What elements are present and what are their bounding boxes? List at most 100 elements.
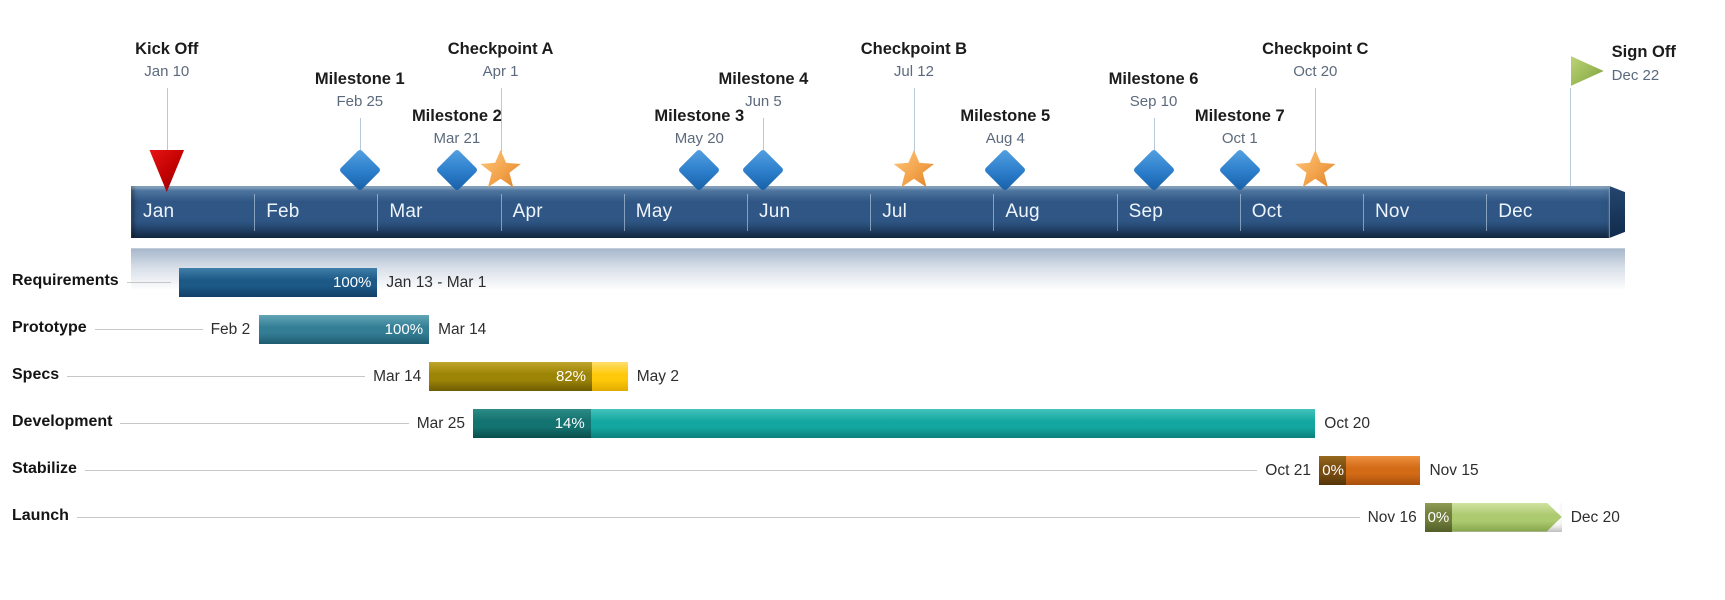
leader-line [85,470,1258,471]
month-divider [1116,194,1118,231]
task-remaining-segment [592,361,628,391]
month-divider [500,194,502,231]
task-label: Development [12,413,113,430]
milestone-title: Sign Off [1611,43,1676,61]
month-label: Dec [1498,201,1533,222]
milestone-connector-line [500,88,502,166]
task-label: Prototype [12,319,87,336]
task-progress-segment [258,314,430,344]
month-divider [623,194,625,231]
leader-line [95,329,203,330]
task-remaining-segment [1452,503,1562,532]
task-progress-segment [1319,455,1347,485]
task-percent-label: 100% [384,320,424,338]
diamond-icon[interactable] [338,148,382,192]
month-cell: Aug [993,186,1116,238]
milestone-date: Oct 20 [1293,63,1338,80]
task-label: Specs [12,366,60,383]
month-cell: Jan [131,186,254,238]
milestone-date: Jan 10 [144,63,190,80]
month-cell: Oct [1239,186,1363,238]
milestone-title: Milestone 3 [654,107,745,125]
month-divider [1363,194,1364,231]
milestone-connector-line [1569,88,1571,186]
milestone-title: Kick Off [135,40,199,58]
month-label: Sep [1128,201,1164,222]
month-divider [1486,194,1488,231]
flag-icon[interactable] [1570,56,1604,86]
month-label: Jan [143,201,175,222]
milestone-title: Milestone 7 [1194,107,1285,125]
task-bar[interactable]: 0% [1319,455,1421,485]
task-percent-label: 82% [555,367,586,385]
task-remaining-segment [590,408,1316,438]
milestone-title: Checkpoint C [1262,40,1369,58]
milestone-title: Checkpoint A [447,40,554,58]
task-progress-segment [429,361,592,391]
milestone-date: Apr 1 [482,63,519,80]
task-percent-label: 14% [554,414,585,432]
task-bar[interactable]: 82% [429,361,628,391]
star-icon[interactable] [893,150,935,188]
task-end-date: Oct 20 [1324,414,1370,432]
star-icon[interactable] [480,150,521,188]
task-bar[interactable]: 100% [258,314,430,344]
month-cell: Feb [254,186,377,238]
milestone-title: Milestone 1 [314,70,405,88]
milestone-date: Feb 25 [336,93,384,110]
month-cell: Nov [1363,186,1486,238]
task-label: Launch [12,507,69,524]
task-bar[interactable]: 100% [178,267,378,297]
timeline-reflection-shadow [131,248,1626,293]
task-end-date: Dec 20 [1570,508,1620,526]
milestone-date: Sep 10 [1129,93,1178,110]
month-cell: Jun [747,186,870,238]
task-progress-segment [178,267,378,297]
milestone-title: Milestone 6 [1108,70,1199,88]
diamond-icon[interactable] [1218,148,1262,192]
diamond-icon[interactable] [984,148,1027,192]
diamond-icon[interactable] [742,148,785,192]
diamond-icon[interactable] [435,148,479,192]
diamond-icon[interactable] [678,148,721,192]
month-label: Oct [1251,201,1282,222]
timeline-band[interactable]: Jan Feb Mar Apr May Jun Jul Aug Sep Oct Nov Dec [131,186,1610,238]
task-label: Stabilize [12,460,77,477]
milestone-connector-line [1315,88,1317,166]
task-end-date: Mar 14 [438,320,487,338]
leader-line [67,376,366,377]
month-label: Aug [1005,201,1040,222]
month-label: Feb [266,201,300,222]
task-end-date: May 2 [636,367,679,385]
task-start-date: Oct 21 [1265,461,1311,479]
month-divider [747,194,748,231]
month-label: Jul [882,201,908,222]
timeline-end-bevel [1609,186,1626,238]
milestone-title: Milestone 5 [960,107,1051,125]
month-label: Nov [1375,201,1410,222]
task-bar[interactable]: 14% [472,408,1316,438]
month-cell: Sep [1116,186,1240,238]
month-label: Apr [512,201,543,222]
month-label: Mar [389,201,423,222]
star-icon[interactable] [1295,150,1336,188]
milestone-date: Mar 21 [433,130,481,147]
month-cell: Jul [870,186,993,238]
milestone-date: Aug 4 [985,130,1025,147]
task-start-date: Mar 25 [416,414,466,432]
leader-line [120,423,409,424]
milestone-connector-line [913,88,915,166]
task-end-date: Nov 15 [1429,461,1479,479]
task-percent-label: 0% [1322,461,1344,479]
month-divider [254,194,256,231]
task-label: Requirements [12,272,119,289]
task-percent-label: 100% [333,273,372,291]
task-end-date: Jan 13 - Mar 1 [386,273,487,291]
milestone-date: Oct 1 [1221,130,1258,147]
month-cell: Mar [377,186,500,238]
task-start-date: Mar 14 [373,367,422,385]
month-label: Jun [759,201,791,222]
milestone-title: Checkpoint B [860,40,968,58]
diamond-icon[interactable] [1132,148,1175,192]
task-bar[interactable]: 0% [1424,502,1562,532]
